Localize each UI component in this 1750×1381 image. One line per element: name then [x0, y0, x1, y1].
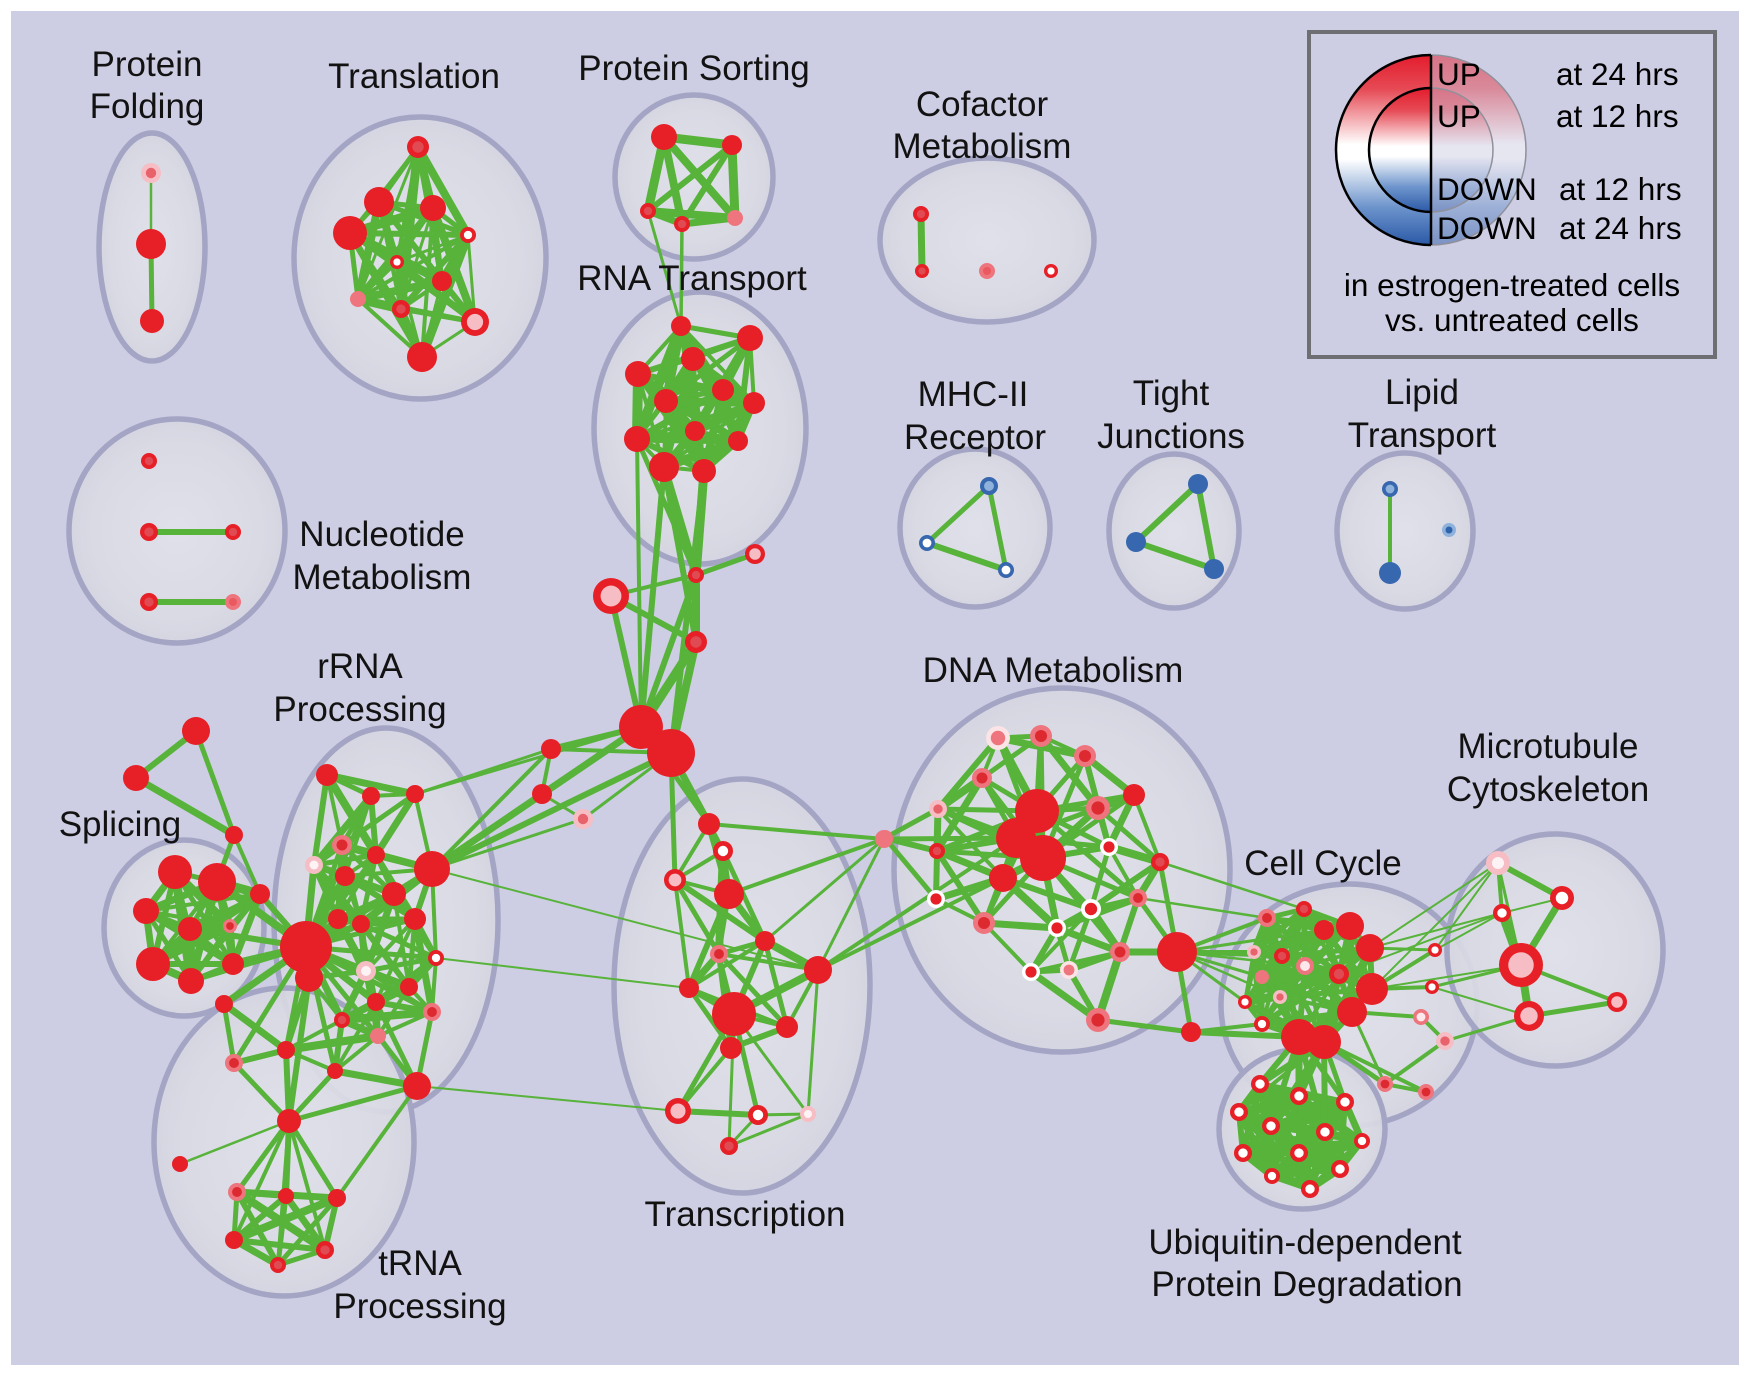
svg-text:tRNA: tRNA — [378, 1244, 462, 1283]
svg-text:Lipid: Lipid — [1385, 373, 1459, 412]
svg-text:Protein Degradation: Protein Degradation — [1151, 1265, 1462, 1304]
svg-text:Junctions: Junctions — [1097, 417, 1245, 456]
svg-text:in estrogen-treated cells: in estrogen-treated cells — [1344, 267, 1680, 303]
svg-text:DOWN: DOWN — [1437, 210, 1537, 246]
svg-text:Microtubule: Microtubule — [1458, 727, 1639, 766]
svg-text:RNA Transport: RNA Transport — [577, 259, 807, 298]
svg-text:Processing: Processing — [333, 1287, 506, 1326]
svg-text:Folding: Folding — [90, 87, 205, 126]
svg-text:DNA Metabolism: DNA Metabolism — [923, 651, 1184, 690]
svg-text:Metabolism: Metabolism — [293, 558, 472, 597]
svg-text:Cell Cycle: Cell Cycle — [1244, 844, 1402, 883]
svg-text:Receptor: Receptor — [904, 418, 1046, 457]
svg-text:UP: UP — [1437, 98, 1481, 134]
svg-text:Nucleotide: Nucleotide — [299, 515, 464, 554]
svg-text:DOWN: DOWN — [1437, 171, 1537, 207]
svg-text:Cofactor: Cofactor — [916, 85, 1049, 124]
svg-text:Transcription: Transcription — [645, 1195, 846, 1234]
svg-text:vs. untreated cells: vs. untreated cells — [1385, 302, 1639, 338]
svg-text:Splicing: Splicing — [59, 805, 182, 844]
svg-text:Translation: Translation — [328, 57, 500, 96]
svg-text:Tight: Tight — [1133, 374, 1210, 413]
svg-text:Ubiquitin-dependent: Ubiquitin-dependent — [1148, 1223, 1462, 1262]
svg-text:Transport: Transport — [1348, 416, 1497, 455]
svg-text:Protein Sorting: Protein Sorting — [578, 49, 810, 88]
svg-text:Protein: Protein — [92, 45, 203, 84]
svg-text:at 24 hrs: at 24 hrs — [1556, 56, 1679, 92]
svg-text:at 12 hrs: at 12 hrs — [1559, 171, 1682, 207]
svg-text:Metabolism: Metabolism — [893, 127, 1072, 166]
svg-text:Processing: Processing — [273, 690, 446, 729]
svg-text:rRNA: rRNA — [317, 647, 403, 686]
svg-text:UP: UP — [1437, 56, 1481, 92]
svg-text:Cytoskeleton: Cytoskeleton — [1447, 770, 1649, 809]
svg-text:at 24 hrs: at 24 hrs — [1559, 210, 1682, 246]
svg-text:at 12 hrs: at 12 hrs — [1556, 98, 1679, 134]
svg-text:MHC-II: MHC-II — [918, 375, 1029, 414]
